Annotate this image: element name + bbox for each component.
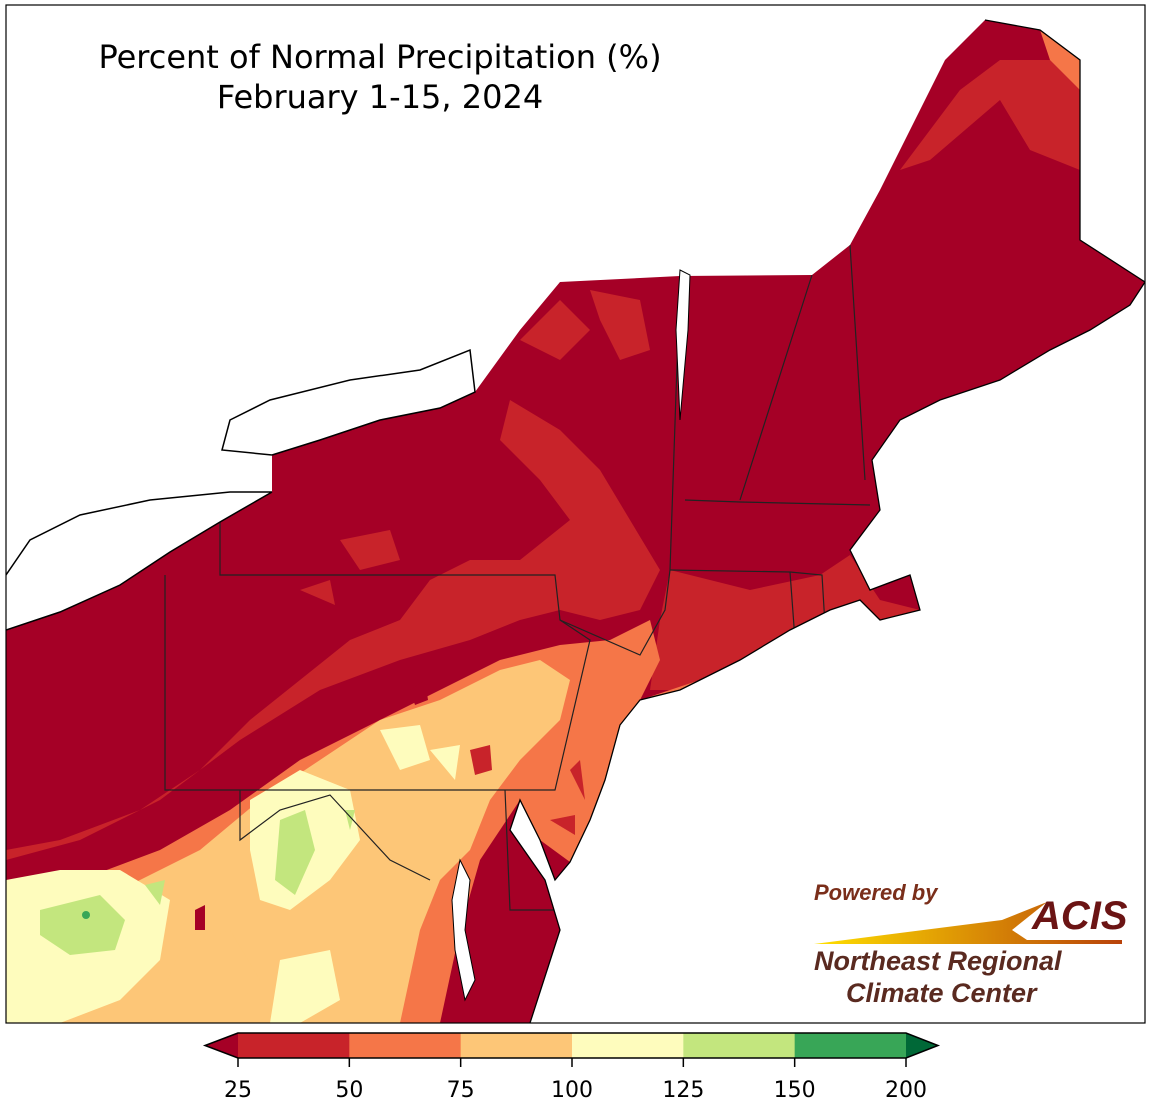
colorbar-bin [794,1033,907,1058]
lake-ontario-shoreline [221,348,476,456]
lake-erie-shoreline [6,491,273,631]
colorbar-bin [572,1033,684,1058]
zone-25-50 [900,60,1080,170]
zone-125-150 [40,895,125,955]
colorbar-bin [460,1033,573,1058]
map-frame [5,4,1146,1024]
colorbar-tick-label: 75 [446,1078,475,1103]
logo-org-line2: Climate Center [846,978,1037,1008]
logo-swoosh [814,902,1122,944]
logo-powered-by: Powered by [814,880,938,905]
colorbar-tick-label: 100 [551,1078,593,1103]
colorbar-bin [683,1033,796,1058]
zone-25-50 [300,290,650,605]
zone-125-150 [145,810,355,905]
state-borders [164,244,871,911]
colorbar-under-arrow [205,1033,238,1058]
colorbar-tick-label: 125 [662,1078,705,1103]
coastline [509,19,1145,1023]
colorbar-over-arrow [906,1033,938,1058]
acis-nrcc-logo: Powered by ACIS Northeast Regional Clima… [812,880,1132,1020]
logo-acis: ACIS [1032,894,1128,938]
colorbar-bin [238,1033,350,1058]
zone-100-125 [270,725,460,1023]
colorbar-tick-label: 150 [773,1078,816,1103]
map-subtitle: February 1-15, 2024 [216,78,544,116]
colorbar-tick-label: 25 [224,1078,252,1103]
zone-25-50 [470,745,585,835]
zone-25-50 [650,555,920,690]
zone-75-100 [150,930,260,1023]
colorbar-bin [349,1033,462,1058]
logo-org-line1: Northeast Regional [814,946,1062,976]
colorbar-tick-label: 200 [885,1078,927,1103]
colorbar-tick-label: 50 [335,1078,364,1103]
precipitation-fill [6,20,1145,1023]
lake-champlain [675,269,691,421]
zone-150-200 [82,911,90,919]
colorbar [202,1032,941,1067]
chesapeake-bay [451,858,476,1002]
map-title: Percent of Normal Precipitation (%) [98,38,662,76]
